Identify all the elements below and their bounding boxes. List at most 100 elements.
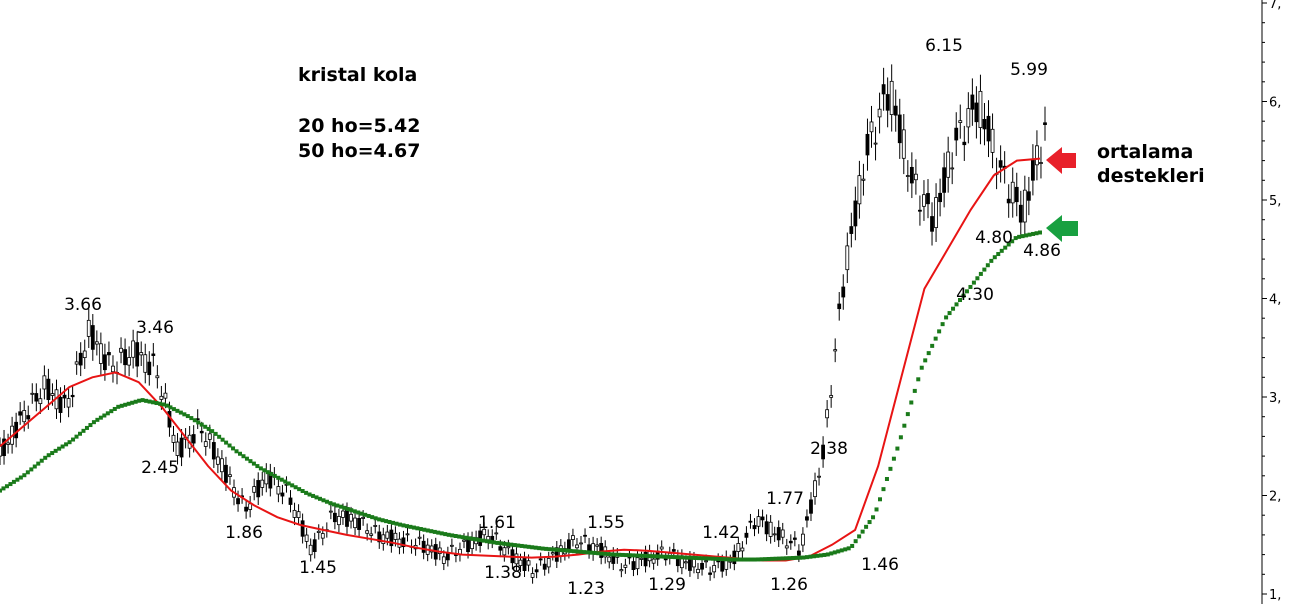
- y-tick-label: 3,: [1269, 391, 1281, 406]
- candle-body: [441, 556, 446, 564]
- candle-body: [191, 434, 196, 444]
- candle-body: [82, 350, 87, 359]
- price-annotation: 1.77: [766, 489, 804, 509]
- ma50-dot: [161, 402, 166, 407]
- ma50-dot: [850, 543, 855, 548]
- ma50-dot: [244, 456, 249, 461]
- candle-body: [328, 510, 333, 513]
- ma50-dot: [815, 553, 820, 558]
- ma50-dot: [909, 400, 914, 405]
- candle-body: [0, 445, 2, 457]
- ma50-dot: [756, 557, 761, 562]
- ma50-dot: [505, 542, 510, 547]
- ma50-dot: [839, 548, 844, 553]
- ma50-dot: [279, 477, 284, 482]
- candle-body: [833, 349, 838, 352]
- candle-body: [542, 563, 547, 570]
- ma50-dot: [53, 448, 58, 453]
- ma50-dot: [109, 409, 114, 414]
- candle-body: [801, 533, 805, 546]
- candle-body: [292, 509, 297, 518]
- ma50-dot: [324, 499, 329, 504]
- ma50-dot: [512, 543, 517, 548]
- ma50-dot: [864, 524, 869, 529]
- moving-averages: [0, 157, 1042, 562]
- candle-body: [365, 530, 370, 534]
- price-annotation: 1.55: [587, 513, 625, 533]
- ma50-dot: [265, 470, 270, 475]
- candle-body: [805, 516, 809, 521]
- ma50-dot: [1003, 245, 1008, 250]
- ma50-dot: [43, 455, 48, 460]
- ma50-dot: [724, 557, 729, 562]
- ma50-dot: [759, 557, 764, 562]
- candle-body: [849, 226, 854, 234]
- candle-body: [575, 544, 579, 549]
- ma50-dot: [940, 322, 945, 327]
- ma50-dot: [8, 482, 13, 487]
- ma50-dot: [297, 487, 302, 492]
- candle-body: [147, 361, 152, 376]
- ma50-dot: [558, 548, 562, 553]
- candle-body: [780, 529, 785, 538]
- ma50-dot: [321, 498, 326, 503]
- ma50-dot: [88, 423, 93, 428]
- ma50-dot: [248, 459, 253, 464]
- ma50-dot: [203, 424, 208, 429]
- price-annotation: 1.46: [861, 555, 899, 575]
- candle-body: [829, 395, 834, 398]
- candle-body: [244, 506, 249, 512]
- side-note-line-2: destekleri: [1097, 165, 1205, 187]
- ma50-dot: [634, 553, 639, 558]
- candle-body: [369, 533, 374, 536]
- ma50-dot: [46, 453, 51, 458]
- ma50-dot: [707, 556, 712, 561]
- ma50-dot: [290, 483, 295, 488]
- ma50-dot: [777, 556, 782, 561]
- ma50-dot: [318, 496, 322, 501]
- candle-body: [175, 441, 180, 456]
- candle-body: [228, 474, 232, 477]
- ma50-dot: [961, 293, 966, 298]
- candle-body: [885, 94, 890, 111]
- price-annotation: 4.30: [956, 285, 994, 305]
- candle-body: [211, 442, 216, 460]
- candle-body: [748, 520, 753, 523]
- ma50-dot: [370, 515, 375, 520]
- candle-body: [401, 537, 406, 548]
- ma50-dot: [373, 516, 378, 521]
- candle-body: [893, 105, 898, 116]
- ma50-dot: [578, 549, 583, 554]
- candle-body: [445, 552, 450, 561]
- ma50-dot: [418, 527, 423, 532]
- ma50-dot: [606, 552, 611, 557]
- candle-body: [930, 216, 934, 232]
- ma50-dot: [210, 429, 215, 434]
- ma50-dot: [398, 522, 402, 527]
- ma50-dot: [36, 461, 41, 466]
- candle-body: [498, 546, 503, 551]
- ma50-dot: [564, 548, 569, 553]
- candle-body: [215, 456, 220, 465]
- ma50-dot: [471, 536, 476, 541]
- ma50-dot: [571, 549, 576, 554]
- ma50-dot: [624, 553, 629, 558]
- ma50-dot: [262, 468, 267, 473]
- ma50-dot: [352, 509, 357, 514]
- ma50-dot: [175, 408, 180, 413]
- ma50-dot: [592, 550, 597, 555]
- price-annotation: 3.46: [136, 318, 174, 338]
- candle-body: [252, 486, 257, 493]
- side-note: ortalama destekleri: [1097, 141, 1205, 187]
- candle-body: [421, 540, 426, 553]
- candle-body: [764, 521, 769, 535]
- price-annotation: 1.38: [484, 563, 522, 583]
- candle-body: [651, 558, 656, 564]
- ma50-dot: [780, 556, 785, 561]
- ma50-dot: [422, 527, 427, 532]
- ma50-dot: [693, 555, 698, 560]
- ma50-dot: [133, 399, 138, 404]
- ma50-dot: [686, 555, 691, 560]
- ma50-dot: [902, 423, 907, 428]
- ma20-info: 20 ho=5.42: [298, 115, 420, 137]
